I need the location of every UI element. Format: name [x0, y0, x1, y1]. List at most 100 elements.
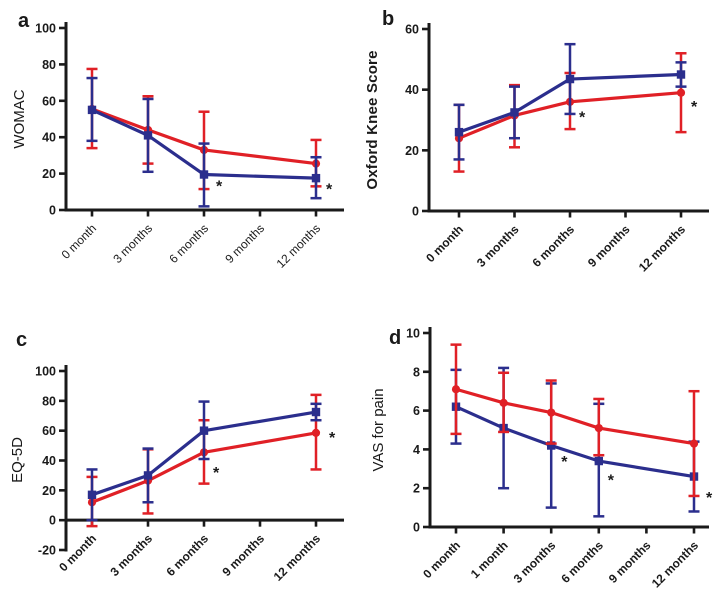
y-tick-label: 0 [49, 514, 56, 528]
x-tick-label: 9 months [606, 538, 654, 586]
x-tick-label: 0 month [59, 221, 100, 262]
data-point-square [547, 441, 556, 450]
series-blue [86, 76, 322, 208]
series-line-red [454, 387, 696, 446]
panel-d-vas-pain-chart: d VAS for pain 0 2 4 6 8 10 0 month 1 month 3 mo… [370, 327, 713, 591]
data-point-circle [689, 439, 699, 448]
series-line-blue [90, 108, 318, 180]
series-line-blue [90, 410, 318, 497]
y-tick-label: 0 [49, 204, 56, 218]
x-tick-label: 12 months [649, 538, 702, 591]
significance-asterisk: * [561, 454, 568, 471]
significance-asterisk: * [213, 465, 220, 482]
y-tick-label: 8 [413, 365, 420, 379]
y-axis-title-vas-for-pain: VAS for pain [370, 388, 387, 471]
data-point-square [676, 70, 686, 79]
x-tick-label: 12 months [271, 531, 324, 584]
y-tick-label: 80 [42, 58, 56, 72]
x-tick-label: 6 months [558, 538, 606, 586]
x-tick-label: 0 month [423, 222, 466, 265]
series-blue [86, 400, 322, 522]
x-tick-label: 0 month [56, 531, 99, 574]
data-point-circle [594, 423, 603, 433]
y-tick-label: 2 [413, 482, 420, 496]
panel-letter-d: d [389, 327, 401, 349]
y-tick-label: 0 [412, 205, 419, 219]
data-point-circle [499, 398, 508, 407]
y-tick-label: 40 [42, 131, 56, 145]
series-line-red [90, 107, 318, 166]
panel-letter-b: b [382, 8, 394, 30]
data-point-square [143, 131, 153, 140]
data-point-circle [547, 408, 556, 417]
data-point-square [454, 127, 464, 137]
x-tick-label: 3 months [110, 221, 155, 266]
y-tick-label: 100 [35, 22, 56, 36]
x-tick-label: 3 months [474, 222, 522, 270]
data-point-circle [311, 428, 321, 438]
plot-area-a: 0 20 40 60 80 100 0 month 3 months 6 months 9 mon… [35, 22, 344, 271]
significance-asterisk: * [329, 430, 336, 447]
significance-asterisk: * [326, 181, 333, 198]
panel-letter-c: c [16, 329, 27, 351]
plot-area-c: -20 0 20 40 60 80 100 0 month 3 months 6 months 9 … [35, 365, 344, 584]
y-tick-label: 6 [413, 404, 420, 418]
panel-a-womac-chart: a WOMAC 0 20 40 60 80 100 0 month 3 months 6 mon… [11, 10, 344, 271]
x-tick-label: 3 months [511, 538, 559, 586]
series-blue [450, 366, 700, 518]
y-tick-label: -20 [38, 544, 56, 558]
y-tick-label: 0 [413, 521, 420, 535]
y-tick-label: 10 [406, 327, 420, 341]
data-point-square [311, 407, 321, 417]
y-axis-title-eq5d: EQ-5D [9, 437, 26, 483]
y-tick-label: 20 [42, 167, 56, 181]
significance-asterisk: * [216, 179, 223, 196]
y-axis-title-oxford-knee-score: Oxford Knee Score [364, 50, 381, 189]
data-point-square [311, 173, 321, 183]
x-tick-label: 3 months [108, 531, 156, 579]
x-tick-label: 9 months [585, 222, 633, 270]
significance-asterisk: * [706, 490, 713, 507]
significance-asterisk: * [608, 473, 615, 490]
panel-b-oxford-knee-score-chart: b Oxford Knee Score 0 20 40 60 0 month 3 mont… [364, 8, 709, 275]
x-tick-label: 6 months [164, 531, 212, 579]
panel-letter-a: a [18, 10, 30, 32]
significance-asterisk: * [691, 99, 698, 116]
x-tick-label: 6 months [166, 221, 211, 266]
series-red [450, 343, 700, 498]
y-tick-label: 80 [42, 394, 56, 408]
y-tick-label: 4 [413, 443, 420, 457]
data-point-square [87, 105, 97, 115]
x-tick-label: 12 months [274, 221, 324, 271]
data-point-square [565, 74, 575, 84]
data-point-square [87, 490, 97, 500]
x-tick-label: 9 months [222, 221, 267, 266]
y-axis-title-womac: WOMAC [11, 89, 28, 148]
data-point-circle [451, 385, 461, 394]
y-tick-label: 40 [42, 454, 56, 468]
series-line-red [457, 91, 683, 140]
x-tick-label: 12 months [636, 222, 689, 275]
data-point-square [199, 170, 209, 179]
panel-c-eq5d-chart: c EQ-5D -20 0 20 40 60 80 100 0 month 3 months 6 … [9, 329, 344, 584]
y-tick-label: 60 [42, 424, 56, 438]
significance-asterisk: * [579, 109, 586, 126]
series-line-blue [457, 72, 683, 134]
y-tick-label: 100 [35, 365, 56, 379]
series-line-blue [454, 405, 696, 479]
data-point-square [143, 471, 153, 480]
x-tick-label: 6 months [530, 222, 578, 270]
data-point-square [510, 108, 519, 117]
y-tick-label: 40 [405, 83, 419, 97]
y-tick-label: 60 [42, 94, 56, 108]
data-point-square [199, 426, 209, 435]
y-tick-label: 60 [405, 23, 419, 37]
y-tick-label: 20 [405, 144, 419, 158]
plot-area-b: 0 20 40 60 0 month 3 months 6 months 9 months 12… [405, 23, 709, 275]
x-tick-label: 0 month [420, 538, 463, 581]
y-tick-label: 20 [42, 484, 56, 498]
data-point-square [594, 456, 603, 466]
data-point-circle [676, 88, 686, 97]
plot-area-d: 0 2 4 6 8 10 0 month 1 month 3 months 6 months 9 m… [406, 327, 713, 591]
